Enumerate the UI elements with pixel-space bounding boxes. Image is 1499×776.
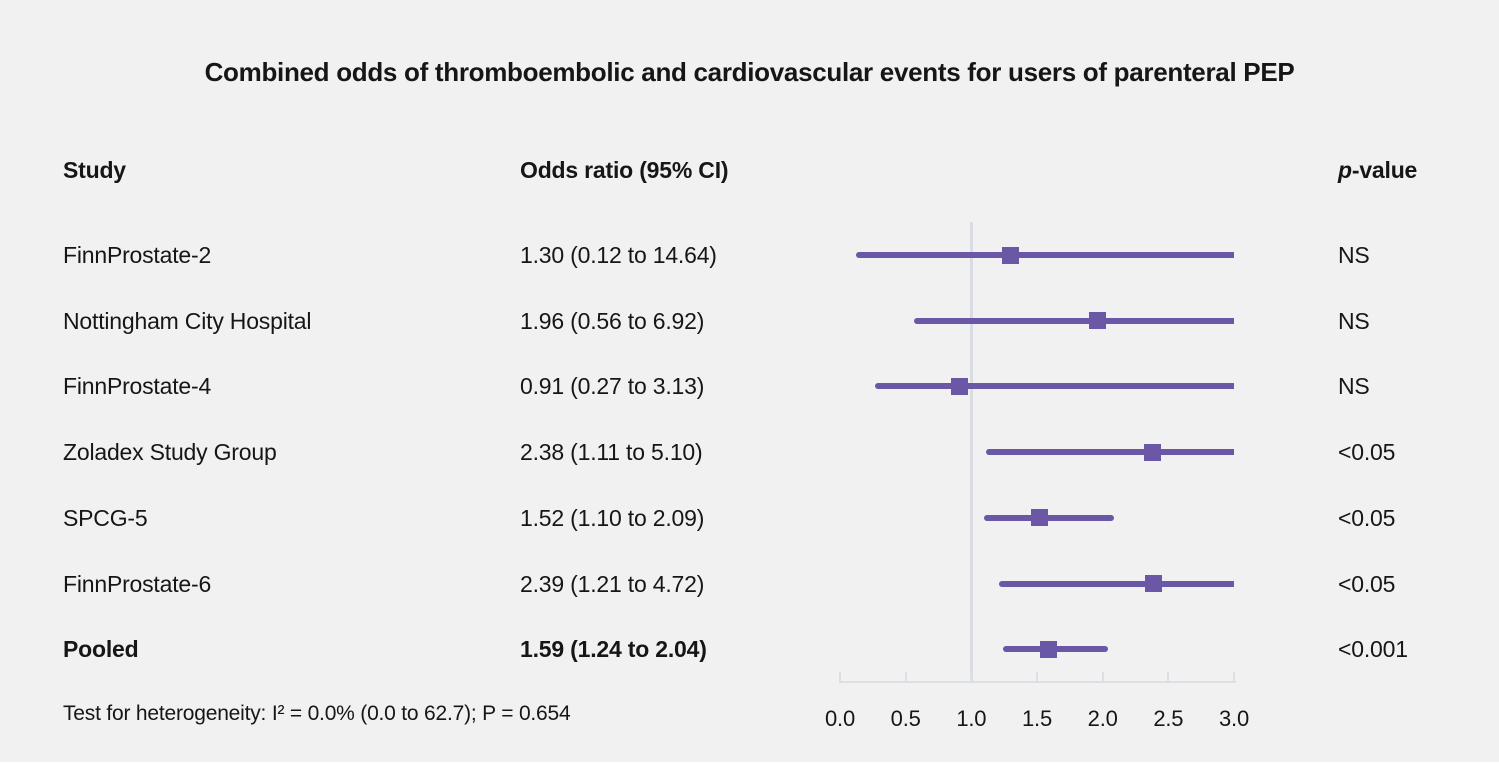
column-header-odds-ratio: Odds ratio (95% CI) xyxy=(520,157,729,183)
x-axis-tick-label: 3.0 xyxy=(1219,706,1249,731)
x-axis-tick xyxy=(1167,672,1170,681)
odds-ratio-label: 2.39 (1.21 to 4.72) xyxy=(520,570,705,597)
confidence-interval-line xyxy=(913,317,1234,324)
confidence-interval-line xyxy=(984,514,1115,521)
confidence-interval-line xyxy=(875,383,1234,390)
odds-ratio-marker xyxy=(951,377,968,395)
odds-ratio-label: 0.91 (0.27 to 3.13) xyxy=(520,373,705,400)
x-axis-tick xyxy=(970,672,973,681)
x-axis-tick xyxy=(1101,672,1104,681)
x-axis-tick-label: 1.0 xyxy=(956,706,987,731)
odds-ratio-marker xyxy=(1145,575,1163,593)
x-axis-tick-label: 1.5 xyxy=(1022,706,1052,731)
odds-ratio-label: 1.30 (0.12 to 14.64) xyxy=(520,242,717,268)
study-label: FinnProstate-4 xyxy=(63,373,212,400)
p-value-rest: -value xyxy=(1351,157,1418,183)
column-header-p-value: p-value xyxy=(1338,156,1417,184)
x-axis-tick xyxy=(1233,672,1235,681)
column-header-study: Study xyxy=(63,157,126,183)
odds-ratio-marker xyxy=(1088,312,1106,330)
odds-ratio-label: 2.38 (1.11 to 5.10) xyxy=(520,439,703,466)
x-axis-tick-label: 2.0 xyxy=(1087,706,1118,731)
reference-line xyxy=(969,222,973,681)
p-value-label: <0.05 xyxy=(1338,504,1396,531)
p-value-label: NS xyxy=(1338,242,1370,268)
study-label: SPCG-5 xyxy=(63,504,148,531)
odds-ratio-label: 1.52 (1.10 to 2.09) xyxy=(520,504,705,531)
x-axis-line xyxy=(839,681,1236,683)
x-axis-tick xyxy=(904,672,907,681)
odds-ratio-marker xyxy=(1040,640,1058,658)
p-value-label: NS xyxy=(1338,307,1370,334)
odds-ratio-label: 1.59 (1.24 to 2.04) xyxy=(520,636,707,663)
study-label: FinnProstate-2 xyxy=(63,242,212,268)
x-axis-tick-label: 0.0 xyxy=(825,706,855,731)
confidence-interval-line xyxy=(985,449,1234,456)
odds-ratio-marker xyxy=(1144,443,1162,461)
study-label: Zoladex Study Group xyxy=(63,439,277,466)
study-label: Nottingham City Hospital xyxy=(63,307,312,334)
study-label: FinnProstate-6 xyxy=(63,570,212,597)
p-value-label: NS xyxy=(1338,373,1370,400)
x-axis-tick-label: 2.5 xyxy=(1153,706,1184,731)
heterogeneity-note: Test for heterogeneity: I² = 0.0% (0.0 t… xyxy=(63,702,571,725)
odds-ratio-label: 1.96 (0.56 to 6.92) xyxy=(520,307,705,334)
p-value-label: <0.05 xyxy=(1338,439,1396,466)
x-axis-tick xyxy=(839,672,841,681)
x-axis-tick-label: 0.5 xyxy=(890,706,921,731)
p-value-italic-letter: p xyxy=(1338,157,1352,183)
odds-ratio-marker xyxy=(1002,246,1020,264)
study-label: Pooled xyxy=(63,636,139,663)
odds-ratio-marker xyxy=(1031,509,1049,527)
x-axis-tick xyxy=(1036,672,1038,681)
confidence-interval-line xyxy=(998,580,1234,587)
figure-title: Combined odds of thromboembolic and card… xyxy=(204,57,1295,87)
p-value-label: <0.001 xyxy=(1338,636,1408,663)
p-value-label: <0.05 xyxy=(1338,570,1396,597)
confidence-interval-line xyxy=(855,252,1234,258)
page-margin xyxy=(0,762,1499,776)
